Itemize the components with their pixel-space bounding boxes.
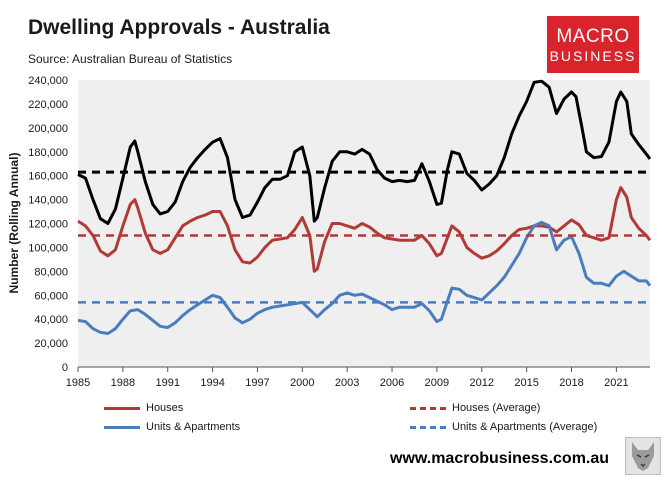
legend-swatch-houses-average <box>410 406 446 410</box>
series-total-line <box>77 79 652 225</box>
legend-label-units: Units & Apartments <box>146 421 241 433</box>
x-tick-label: 2012 <box>470 377 494 389</box>
y-tick-label: 220,000 <box>28 99 68 111</box>
y-tick-label: 120,000 <box>28 219 68 231</box>
legend-swatch-houses <box>104 406 140 410</box>
y-tick-label: 20,000 <box>34 338 68 350</box>
x-tick-label: 2003 <box>335 377 359 389</box>
y-tick-label: 160,000 <box>28 171 68 183</box>
wolf-icon <box>625 437 661 475</box>
y-tick-label: 40,000 <box>34 314 68 326</box>
series-houses-line <box>77 186 652 273</box>
legend-units-average: Units & Apartments (Average) <box>410 421 597 433</box>
x-tick-label: 2009 <box>425 377 449 389</box>
y-tick-label: 100,000 <box>28 242 68 254</box>
y-tick-label: 240,000 <box>28 75 68 87</box>
x-tick-label: 1997 <box>245 377 269 389</box>
x-tick-label: 2018 <box>559 377 583 389</box>
series-units-apartments-line <box>77 220 652 335</box>
y-tick-label: 80,000 <box>34 266 68 278</box>
legend-swatch-units <box>104 425 140 429</box>
legend-units: Units & Apartments <box>104 421 240 433</box>
y-tick-label: 60,000 <box>34 290 68 302</box>
legend-houses: Houses <box>104 402 183 414</box>
x-axis-ticks: 1985 1988 1991 1994 1997 2000 2003 2006 2009 2012… <box>66 367 629 389</box>
x-tick-label: 2015 <box>514 377 538 389</box>
y-tick-label: 200,000 <box>28 123 68 135</box>
logo-text-macro: MACRO <box>556 25 630 47</box>
x-tick-label: 2021 <box>604 377 628 389</box>
footer-url[interactable]: www.macrobusiness.com.au <box>390 450 610 467</box>
y-tick-label: 140,000 <box>28 195 68 207</box>
x-tick-label: 2006 <box>380 377 404 389</box>
y-axis-label: Number (Rolling Annual) <box>7 153 21 294</box>
y-tick-label: 180,000 <box>28 147 68 159</box>
line-chart: 0 20,000 40,000 60,000 80,000 100,000 120,000 1… <box>7 75 652 389</box>
legend-label-houses: Houses <box>146 402 184 414</box>
legend-houses-average: Houses (Average) <box>410 402 540 414</box>
logo-text-business: BUSINESS <box>549 47 637 64</box>
legend-swatch-units-average <box>410 425 446 429</box>
x-tick-label: 1985 <box>66 377 90 389</box>
x-tick-label: 2000 <box>290 377 314 389</box>
x-tick-label: 1988 <box>111 377 135 389</box>
legend-label-units-average: Units & Apartments (Average) <box>452 421 598 433</box>
y-tick-label: 0 <box>62 362 68 374</box>
x-tick-label: 1991 <box>155 377 179 389</box>
macrobusiness-logo: MACRO BUSINESS <box>547 16 639 73</box>
x-tick-label: 1994 <box>200 377 224 389</box>
chart-source: Source: Australian Bureau of Statistics <box>28 52 233 66</box>
legend-label-houses-average: Houses (Average) <box>452 402 541 414</box>
y-axis-ticks: 0 20,000 40,000 60,000 80,000 100,000 120,000 1… <box>28 75 68 374</box>
series-layer <box>77 79 652 335</box>
chart-title: Dwelling Approvals - Australia <box>28 16 330 39</box>
